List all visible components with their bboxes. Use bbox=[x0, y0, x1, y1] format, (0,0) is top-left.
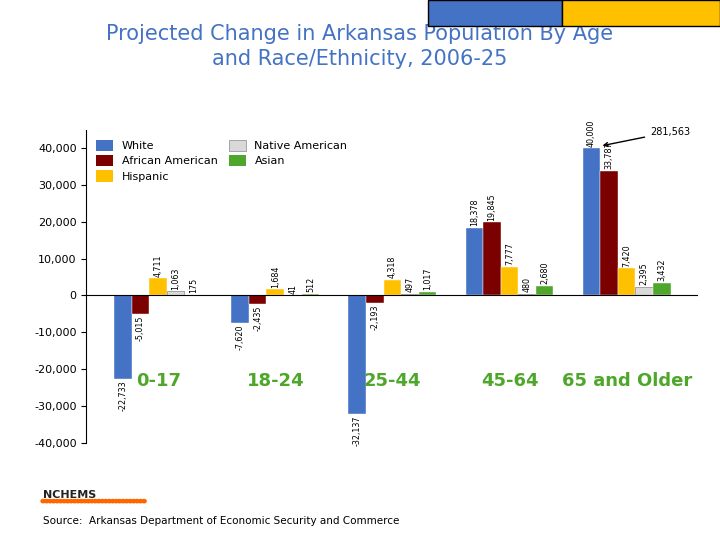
Text: Source:  Arkansas Department of Economic Security and Commerce: Source: Arkansas Department of Economic … bbox=[43, 516, 400, 526]
Bar bbox=[348, 295, 366, 414]
Bar bbox=[384, 280, 401, 295]
Bar bbox=[366, 295, 384, 303]
Text: -2,193: -2,193 bbox=[370, 305, 379, 330]
Text: 45-64: 45-64 bbox=[481, 372, 539, 390]
Text: -2,435: -2,435 bbox=[253, 306, 262, 332]
Text: Projected Change in Arkansas Population By Age
and Race/Ethnicity, 2006-25: Projected Change in Arkansas Population … bbox=[107, 24, 613, 69]
Bar bbox=[401, 294, 419, 295]
Bar bbox=[114, 295, 132, 379]
Text: 19,845: 19,845 bbox=[487, 193, 497, 221]
Text: 18-24: 18-24 bbox=[246, 372, 304, 390]
Text: 512: 512 bbox=[306, 277, 315, 292]
Bar bbox=[653, 283, 670, 295]
Legend: White, African American, Hispanic, Native American, Asian: White, African American, Hispanic, Nativ… bbox=[92, 135, 352, 186]
Bar bbox=[636, 287, 653, 295]
Text: 33,787: 33,787 bbox=[605, 142, 613, 170]
Bar bbox=[132, 295, 149, 314]
Text: 41: 41 bbox=[288, 284, 297, 294]
Text: 480: 480 bbox=[523, 277, 531, 292]
Text: 3,432: 3,432 bbox=[657, 259, 666, 281]
Bar bbox=[419, 292, 436, 295]
Text: 281,563: 281,563 bbox=[604, 127, 690, 146]
Text: 4,711: 4,711 bbox=[153, 254, 163, 276]
Bar bbox=[618, 268, 636, 295]
Text: 65 and Older: 65 and Older bbox=[562, 372, 692, 390]
Text: 18,378: 18,378 bbox=[470, 199, 479, 226]
Text: 1,017: 1,017 bbox=[423, 268, 432, 290]
Text: 2,395: 2,395 bbox=[640, 262, 649, 285]
Text: -32,137: -32,137 bbox=[353, 415, 361, 446]
Bar bbox=[167, 292, 184, 295]
Text: 4,318: 4,318 bbox=[388, 255, 397, 278]
Bar bbox=[500, 267, 518, 295]
Text: 0-17: 0-17 bbox=[135, 372, 181, 390]
Bar bbox=[149, 278, 167, 295]
Bar bbox=[582, 148, 600, 295]
Bar bbox=[231, 295, 249, 323]
Text: 497: 497 bbox=[405, 277, 415, 292]
Text: 25-44: 25-44 bbox=[364, 372, 421, 390]
Text: 175: 175 bbox=[189, 278, 198, 293]
Text: -5,015: -5,015 bbox=[136, 315, 145, 341]
Text: -7,620: -7,620 bbox=[235, 325, 245, 350]
Bar bbox=[466, 228, 483, 295]
Bar bbox=[302, 294, 319, 295]
Text: 40,000: 40,000 bbox=[587, 119, 596, 146]
Bar bbox=[600, 171, 618, 295]
Text: 1,063: 1,063 bbox=[171, 268, 180, 290]
Text: NCHEMS: NCHEMS bbox=[43, 489, 96, 500]
Bar bbox=[266, 289, 284, 295]
Text: 2,680: 2,680 bbox=[540, 261, 549, 284]
Bar bbox=[249, 295, 266, 305]
Text: 1,684: 1,684 bbox=[271, 265, 280, 288]
Bar bbox=[536, 286, 554, 295]
Text: 7,420: 7,420 bbox=[622, 244, 631, 267]
Text: -22,733: -22,733 bbox=[119, 381, 127, 411]
Text: 7,777: 7,777 bbox=[505, 242, 514, 265]
Bar bbox=[483, 222, 500, 295]
Bar bbox=[518, 294, 536, 295]
